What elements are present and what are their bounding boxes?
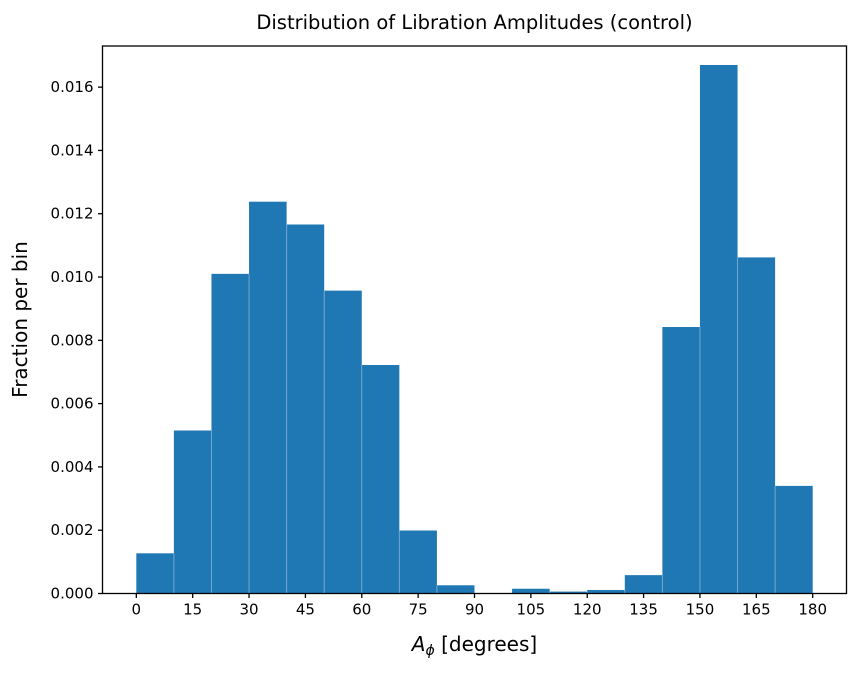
chart-title: Distribution of Libration Amplitudes (co… xyxy=(256,11,692,34)
x-tick-label: 30 xyxy=(239,601,258,619)
x-axis-label-variable: A xyxy=(410,632,426,656)
y-tick-label: 0.004 xyxy=(51,458,94,476)
x-tick-label: 165 xyxy=(742,601,771,619)
histogram-bar xyxy=(436,585,475,594)
histogram-bar xyxy=(549,591,588,594)
histogram-bar xyxy=(324,290,362,594)
y-tick-label: 0.006 xyxy=(51,395,94,413)
histogram-bar xyxy=(662,327,700,594)
y-tick-label: 0.016 xyxy=(51,78,94,96)
y-tick-label: 0.012 xyxy=(51,205,94,223)
histogram-bar xyxy=(587,590,625,594)
histogram-bar xyxy=(173,430,212,594)
x-tick-label: 15 xyxy=(183,601,202,619)
histogram-bar xyxy=(361,365,400,594)
x-tick-label: 120 xyxy=(573,601,602,619)
y-axis-label: Fraction per bin xyxy=(8,241,32,398)
histogram-bar xyxy=(624,575,663,594)
y-tick-label: 0.008 xyxy=(51,331,94,349)
histogram-bar xyxy=(211,273,250,594)
y-tick-label: 0.014 xyxy=(51,141,94,159)
x-tick-label: 0 xyxy=(132,601,142,619)
x-axis-label-units: [degrees] xyxy=(435,632,537,656)
histogram-bar xyxy=(286,224,325,594)
x-tick-label: 105 xyxy=(517,601,546,619)
bar-seams-layer xyxy=(173,224,776,593)
x-axis-label: Aϕ [degrees] xyxy=(410,632,537,659)
histogram-bar xyxy=(136,553,174,594)
x-tick-label: 150 xyxy=(686,601,715,619)
histogram-bar xyxy=(737,257,776,594)
histogram-bar xyxy=(699,64,738,594)
y-tick-label: 0.000 xyxy=(51,585,94,603)
x-tick-label: 90 xyxy=(465,601,484,619)
y-tick-label: 0.010 xyxy=(51,268,94,286)
histogram-bar xyxy=(249,201,287,594)
y-tick-label: 0.002 xyxy=(51,521,94,539)
x-tick-label: 45 xyxy=(296,601,315,619)
bars-layer xyxy=(136,64,813,594)
x-axis-label-subscript-phi: ϕ xyxy=(425,643,434,659)
x-tick-label: 60 xyxy=(352,601,371,619)
x-tick-label: 135 xyxy=(629,601,658,619)
x-tick-label: 75 xyxy=(409,601,428,619)
histogram-bar xyxy=(775,485,813,594)
histogram-bar xyxy=(399,530,437,594)
x-tick-label: 180 xyxy=(798,601,827,619)
histogram-bar xyxy=(512,588,550,594)
ticks-layer: 0 15 30 45 60 75 90 105 120 135 150 165 180 0.000 0.00… xyxy=(51,78,827,618)
